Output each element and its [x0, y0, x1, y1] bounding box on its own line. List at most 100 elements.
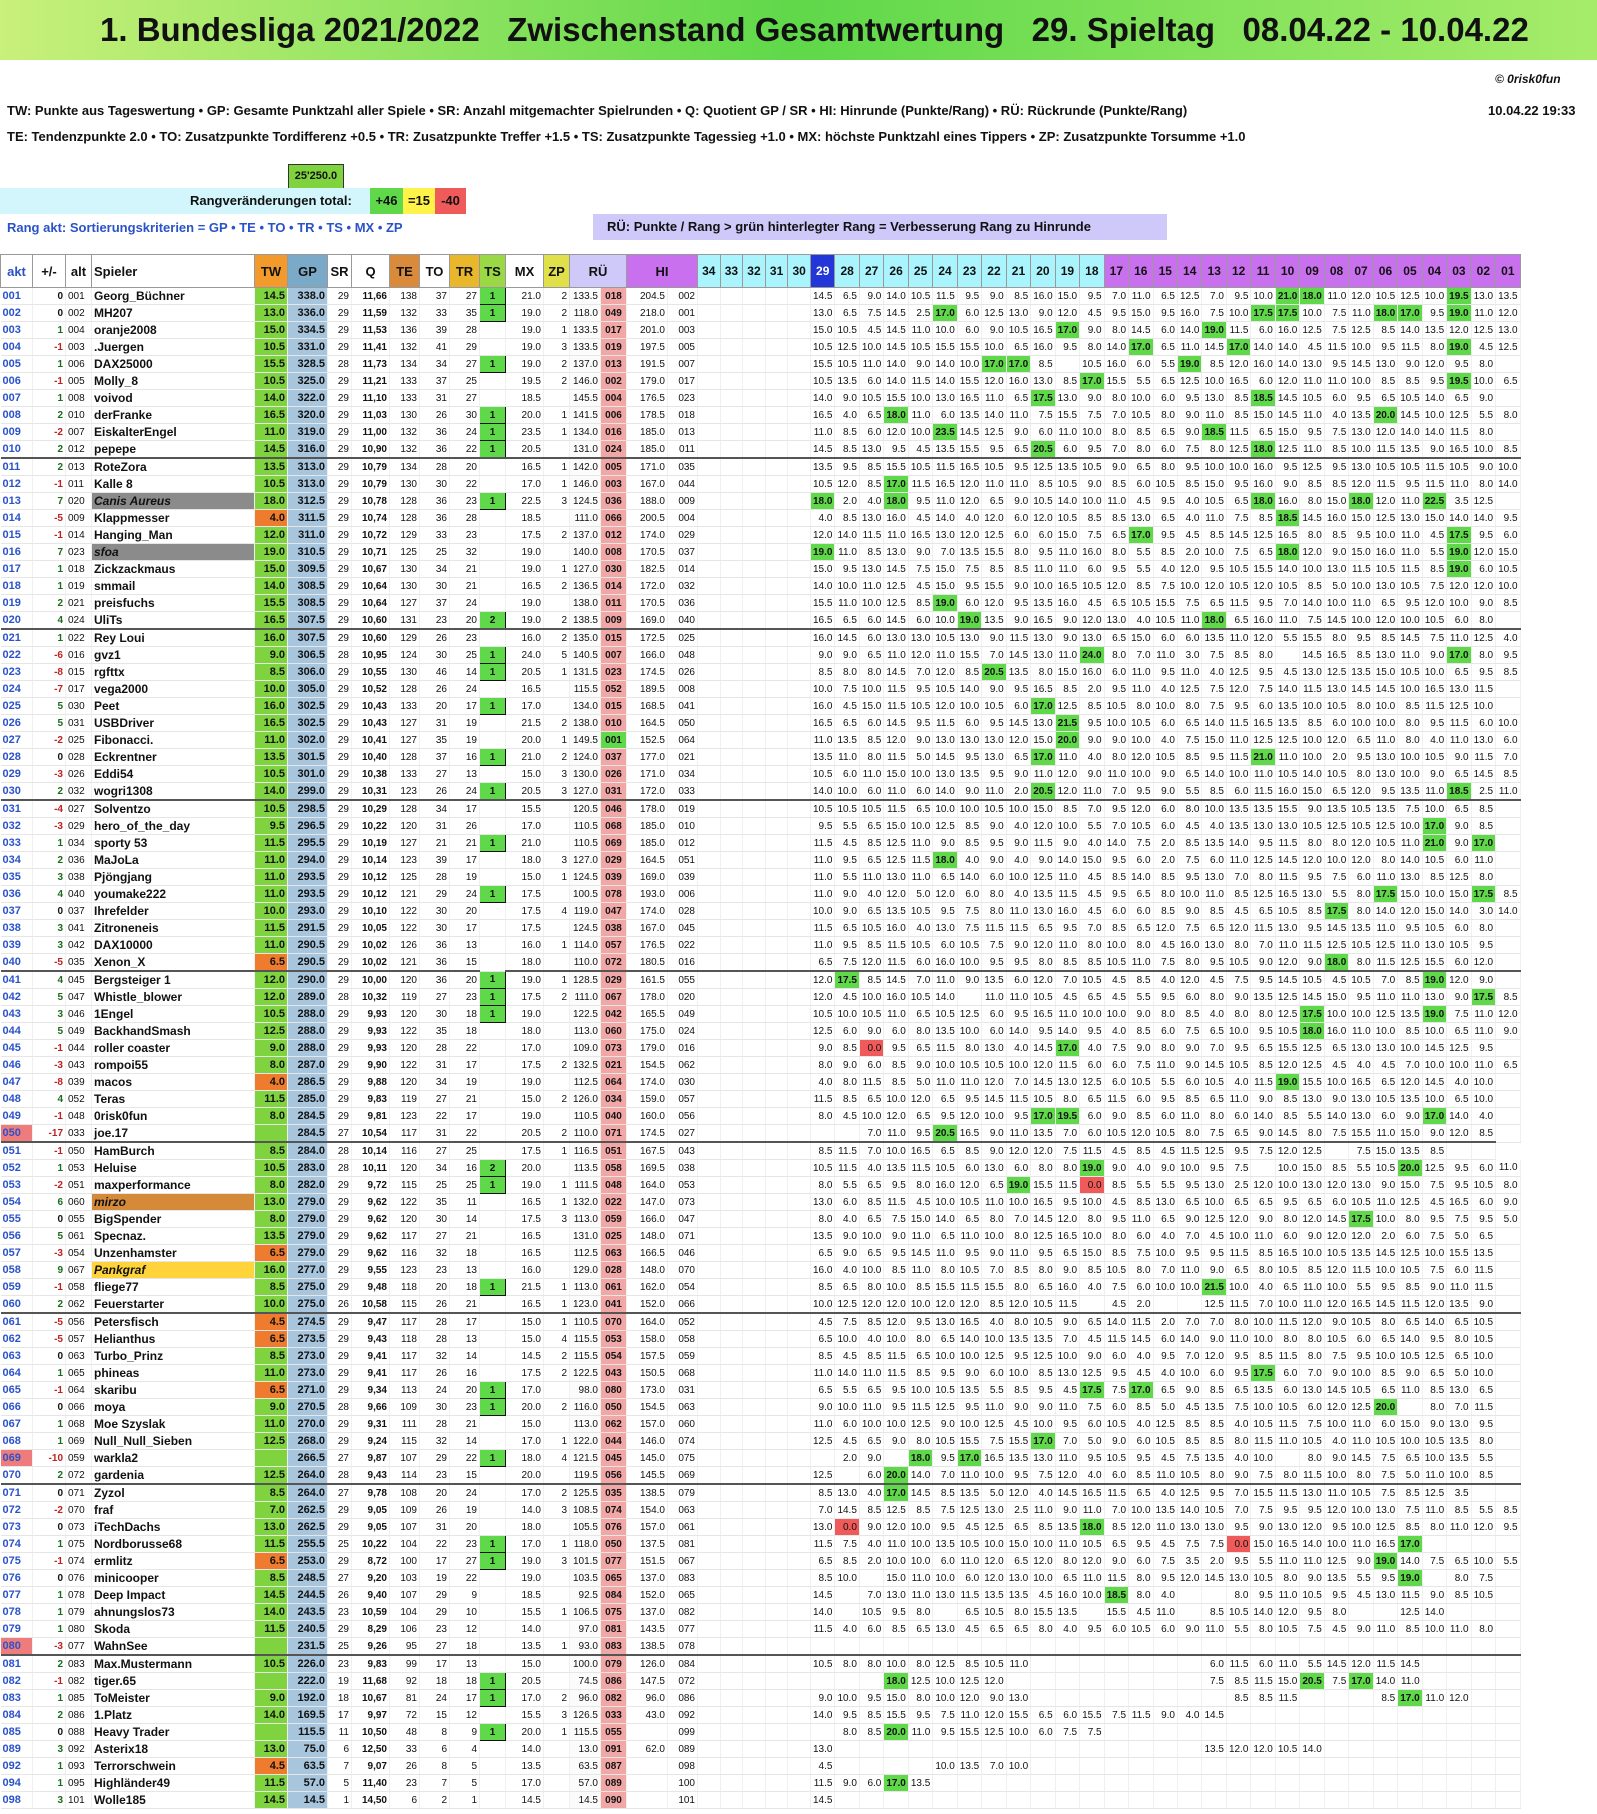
- player-name[interactable]: preisfuchs: [91, 594, 255, 612]
- col-day-15[interactable]: 15: [1152, 254, 1179, 288]
- col-te[interactable]: TE: [389, 254, 420, 288]
- player-name[interactable]: Petersfisch: [91, 1312, 255, 1331]
- col-day-27[interactable]: 27: [858, 254, 885, 288]
- col-ts[interactable]: TS: [479, 254, 506, 288]
- col-change[interactable]: +/-: [32, 254, 66, 288]
- player-name[interactable]: fliege77: [91, 1278, 255, 1296]
- col-day-05[interactable]: 05: [1397, 254, 1423, 288]
- col-tr[interactable]: TR: [449, 254, 480, 288]
- player-name[interactable]: Unzenhamster: [91, 1244, 255, 1262]
- player-name[interactable]: RoteZora: [91, 457, 255, 476]
- col-day-11[interactable]: 11: [1250, 254, 1276, 288]
- player-name[interactable]: phineas: [91, 1364, 255, 1382]
- col-day-07[interactable]: 07: [1348, 254, 1374, 288]
- col-day-09[interactable]: 09: [1299, 254, 1325, 288]
- player-name[interactable]: Xenon_X: [91, 953, 255, 972]
- player-name[interactable]: oranje2008: [91, 321, 255, 339]
- player-name[interactable]: Heavy Trader: [91, 1723, 255, 1741]
- player-name[interactable]: 0risk0fun: [91, 1107, 255, 1125]
- player-name[interactable]: Solventzo: [91, 799, 255, 818]
- player-name[interactable]: DAX25000: [91, 355, 255, 373]
- player-name[interactable]: derFranke: [91, 406, 255, 424]
- player-name[interactable]: gardenia: [91, 1466, 255, 1485]
- col-zp[interactable]: ZP: [543, 254, 570, 288]
- player-name[interactable]: rgfttx: [91, 663, 255, 681]
- player-name[interactable]: Terrorschwein: [91, 1757, 255, 1775]
- col-day-06[interactable]: 06: [1372, 254, 1399, 288]
- player-name[interactable]: BackhandSmash: [91, 1022, 255, 1040]
- col-day-34[interactable]: 34: [697, 254, 721, 288]
- col-day-18[interactable]: 18: [1079, 254, 1105, 288]
- player-name[interactable]: Deep Impact: [91, 1586, 255, 1604]
- player-name[interactable]: Zickzackmaus: [91, 560, 255, 578]
- player-name[interactable]: voivod: [91, 389, 255, 407]
- col-day-04[interactable]: 04: [1421, 254, 1448, 288]
- col-q[interactable]: Q: [351, 254, 390, 288]
- player-name[interactable]: USBDriver: [91, 714, 255, 732]
- player-name[interactable]: Pjöngjang: [91, 868, 255, 886]
- col-day-19[interactable]: 19: [1054, 254, 1081, 288]
- player-name[interactable]: Nordborusse68: [91, 1535, 255, 1553]
- player-name[interactable]: wogri1308: [91, 782, 255, 801]
- player-name[interactable]: iTechDachs: [91, 1518, 255, 1536]
- col-day-24[interactable]: 24: [932, 254, 958, 288]
- col-akt[interactable]: akt: [0, 254, 33, 288]
- player-name[interactable]: Moe Szyslak: [91, 1415, 255, 1433]
- col-to[interactable]: TO: [419, 254, 450, 288]
- col-day-31[interactable]: 31: [764, 254, 789, 288]
- player-name[interactable]: WahnSee: [91, 1637, 255, 1656]
- player-name[interactable]: Max.Mustermann: [91, 1654, 255, 1673]
- player-name[interactable]: hero_of_the_day: [91, 817, 255, 835]
- col-day-29[interactable]: 29: [809, 254, 836, 288]
- player-name[interactable]: Hanging_Man: [91, 526, 255, 544]
- col-day-02[interactable]: 02: [1470, 254, 1497, 288]
- col-day-26[interactable]: 26: [883, 254, 909, 288]
- player-name[interactable]: moya: [91, 1398, 255, 1416]
- player-name[interactable]: 1Engel: [91, 1005, 255, 1023]
- player-name[interactable]: Eckrentner: [91, 748, 255, 766]
- player-name[interactable]: Asterix18: [91, 1740, 255, 1758]
- player-name[interactable]: Eddi54: [91, 765, 255, 783]
- player-name[interactable]: Wolle185: [91, 1791, 255, 1809]
- player-name[interactable]: Canis Aureus: [91, 492, 255, 510]
- col-day-13[interactable]: 13: [1201, 254, 1227, 288]
- col-day-32[interactable]: 32: [742, 254, 766, 288]
- col-day-23[interactable]: 23: [956, 254, 983, 288]
- col-day-16[interactable]: 16: [1128, 254, 1154, 288]
- player-name[interactable]: Whistle_blower: [91, 988, 255, 1006]
- player-name[interactable]: UliTs: [91, 611, 255, 630]
- player-name[interactable]: BigSpender: [91, 1210, 255, 1228]
- player-name[interactable]: Turbo_Prinz: [91, 1347, 255, 1365]
- player-name[interactable]: Georg_Büchner: [91, 287, 255, 305]
- col-day-03[interactable]: 03: [1446, 254, 1472, 288]
- player-name[interactable]: Klappmesser: [91, 509, 255, 527]
- col-day-12[interactable]: 12: [1225, 254, 1252, 288]
- player-name[interactable]: EiskalterEngel: [91, 423, 255, 441]
- col-day-30[interactable]: 30: [787, 254, 811, 288]
- player-name[interactable]: roller coaster: [91, 1039, 255, 1057]
- player-name[interactable]: macos: [91, 1073, 255, 1091]
- player-name[interactable]: smmail: [91, 577, 255, 595]
- player-name[interactable]: Peet: [91, 697, 255, 715]
- player-name[interactable]: Rey Loui: [91, 628, 255, 647]
- player-name[interactable]: joe.17: [91, 1124, 255, 1143]
- player-name[interactable]: Molly_8: [91, 372, 255, 390]
- col-ru[interactable]: RÜ: [569, 254, 627, 288]
- player-name[interactable]: DAX10000: [91, 936, 255, 954]
- player-name[interactable]: Bergsteiger 1: [91, 970, 255, 989]
- player-name[interactable]: Kalle 8: [91, 475, 255, 493]
- player-name[interactable]: Zitroneneis: [91, 919, 255, 937]
- player-name[interactable]: MH207: [91, 304, 255, 322]
- player-name[interactable]: youmake222: [91, 885, 255, 903]
- player-name[interactable]: mirzo: [91, 1193, 255, 1211]
- player-name[interactable]: Ihrefelder: [91, 902, 255, 920]
- player-name[interactable]: rompoi55: [91, 1056, 255, 1074]
- player-name[interactable]: ToMeister: [91, 1689, 255, 1707]
- player-name[interactable]: Feuerstarter: [91, 1295, 255, 1314]
- col-day-33[interactable]: 33: [719, 254, 744, 288]
- player-name[interactable]: Heluise: [91, 1159, 255, 1177]
- col-gp[interactable]: GP: [287, 254, 328, 288]
- col-day-01[interactable]: 01: [1495, 254, 1521, 288]
- col-hi[interactable]: HI: [626, 254, 698, 288]
- player-name[interactable]: Fibonacci.: [91, 731, 255, 749]
